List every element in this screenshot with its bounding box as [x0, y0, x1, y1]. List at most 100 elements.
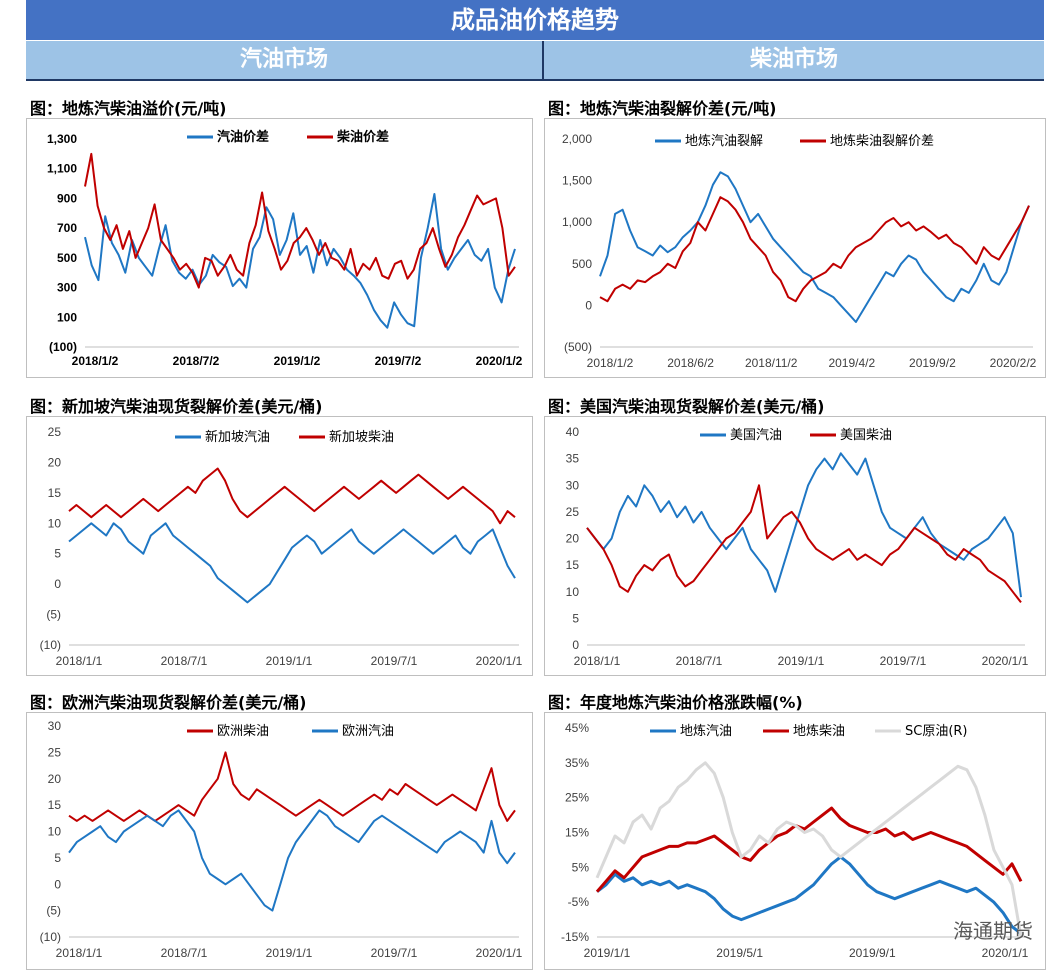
watermark-logo: 海通期货 — [953, 919, 1033, 943]
y-tick-label: 5 — [54, 851, 61, 865]
chart-4-svg: 40 35 30 25 20 15 10 5 0 2018/1/1 2018/7/1 2019/1/1… — [566, 425, 1029, 668]
x-tick-label: 2020/1/1 — [982, 654, 1029, 668]
y-tick-label: 1,300 — [47, 132, 77, 146]
y-tick-label: 15% — [565, 826, 589, 840]
series-line-1 — [68, 522, 516, 604]
y-tick-label: 15 — [48, 486, 62, 500]
y-tick-label: 1,000 — [562, 215, 592, 229]
y-tick-label: 25 — [48, 425, 62, 439]
y-tick-label: 700 — [57, 221, 77, 235]
y-tick-label: 10 — [48, 516, 62, 530]
y-tick-label: (100) — [49, 340, 77, 354]
legend-label: 新加坡汽油 — [205, 429, 270, 445]
chart-panel-5: 30 25 20 15 10 5 0 (5) (10) 2018/1/1 2018/7/1 2019/… — [26, 712, 533, 970]
x-tick-label: 2019/5/1 — [716, 946, 763, 960]
legend-label: SC原油(R) — [905, 724, 968, 739]
x-tick-label: 2020/1/1 — [982, 946, 1029, 960]
header-underline — [26, 79, 1044, 81]
x-tick-label: 2018/1/1 — [56, 946, 103, 960]
y-tick-label: 300 — [57, 281, 77, 295]
y-tick-label: 15 — [566, 558, 580, 572]
x-tick-label: 2018/7/1 — [161, 654, 208, 668]
y-tick-label: 0 — [54, 577, 61, 591]
x-tick-label: 2019/7/1 — [371, 946, 418, 960]
y-tick-label: 1,100 — [47, 162, 77, 176]
chart-panel-6: 45% 35% 25% 15% 5% -5% -15% 2019/1/1 2019/5/1 201… — [544, 712, 1046, 970]
x-tick-label: 2019/1/1 — [584, 946, 631, 960]
y-tick-label: 20 — [48, 772, 62, 786]
legend-label: 地炼汽油 — [680, 724, 732, 739]
chart-title-1: 图：地炼汽柴油溢价(元/吨) — [30, 99, 227, 118]
y-tick-label: 500 — [57, 251, 77, 265]
x-tick-label: 2019/9/2 — [909, 356, 956, 370]
y-tick-label: -15% — [561, 930, 589, 944]
x-tick-label: 2018/1/2 — [587, 356, 634, 370]
y-tick-label: 10 — [48, 825, 62, 839]
x-tick-label: 2019/1/1 — [266, 654, 313, 668]
chart-title-6: 图：年度地炼汽柴油价格涨跌幅(%) — [548, 693, 803, 712]
y-tick-label: 25% — [565, 791, 589, 805]
y-tick-label: 0 — [572, 638, 579, 652]
y-tick-label: 30 — [48, 719, 62, 733]
chart-6-svg: 45% 35% 25% 15% 5% -5% -15% 2019/1/1 2019/5/1 201… — [561, 721, 1029, 960]
x-tick-label: 2018/7/1 — [676, 654, 723, 668]
chart-title-2: 图：地炼汽柴油裂解价差(元/吨) — [548, 99, 777, 118]
y-tick-label: (500) — [564, 340, 592, 354]
y-tick-label: 35% — [565, 756, 589, 770]
x-tick-label: 2018/1/1 — [56, 654, 103, 668]
y-tick-label: 10 — [566, 585, 580, 599]
chart-title-5: 图：欧洲汽柴油现货裂解价差(美元/桶) — [30, 693, 307, 712]
x-tick-label: 2020/1/2 — [476, 354, 523, 368]
x-tick-label: 2019/7/1 — [371, 654, 418, 668]
y-tick-label: (10) — [40, 930, 61, 944]
y-tick-label: 15 — [48, 798, 62, 812]
x-tick-label: 2018/11/2 — [745, 356, 798, 370]
series-line-2 — [586, 484, 1022, 604]
y-tick-label: 35 — [566, 452, 580, 466]
series-line-1 — [68, 751, 516, 822]
y-tick-label: 2,000 — [562, 132, 592, 146]
x-tick-label: 2020/1/1 — [476, 946, 523, 960]
chart-1-svg: 1,300 1,100 900 700 500 300 100 (100)2018/1/2 20… — [47, 129, 523, 368]
legend-label: 地炼汽油裂解 — [685, 134, 763, 149]
legend-label: 汽油价差 — [217, 129, 269, 145]
x-tick-label: 2019/9/1 — [849, 946, 896, 960]
y-tick-label: 25 — [48, 745, 62, 759]
page-banner: 成品油价格趋势 — [26, 0, 1044, 40]
y-tick-label: 25 — [566, 505, 580, 519]
x-tick-label: 2019/4/2 — [828, 356, 875, 370]
y-tick-label: 1,500 — [562, 174, 592, 188]
series-line-1 — [586, 452, 1022, 598]
y-tick-label: 0 — [585, 298, 592, 312]
x-tick-label: 2018/7/2 — [173, 354, 220, 368]
series-line-2 — [595, 806, 1023, 893]
y-tick-label: 900 — [57, 191, 77, 205]
y-tick-label: (10) — [40, 638, 61, 652]
x-tick-label: 2019/1/1 — [266, 946, 313, 960]
series-line-2 — [84, 152, 516, 289]
y-tick-label: -5% — [568, 895, 590, 909]
legend-label: 美国汽油 — [730, 428, 782, 443]
y-tick-label: 45% — [565, 721, 589, 735]
y-tick-label: 500 — [572, 257, 592, 271]
y-tick-label: 5 — [572, 611, 579, 625]
x-tick-label: 2019/1/1 — [778, 654, 825, 668]
y-tick-label: 5 — [54, 547, 61, 561]
x-tick-label: 2020/1/1 — [476, 654, 523, 668]
y-tick-label: 0 — [54, 877, 61, 891]
legend-label: 新加坡柴油 — [329, 429, 394, 445]
series-line-1 — [84, 193, 516, 329]
series-line-3 — [595, 761, 1023, 938]
chart-panel-3: 25 20 15 10 5 0 (5) (10) 2018/1/1 2018/7/1 2019/1/… — [26, 416, 533, 676]
chart-5-svg: 30 25 20 15 10 5 0 (5) (10) 2018/1/1 2018/7/1 2019/… — [40, 719, 523, 960]
chart-panel-1: 1,300 1,100 900 700 500 300 100 (100) 2018/1/2 20… — [26, 118, 533, 378]
chart-panel-2: 2,000 1,500 1,000 500 0 (500) 2018/1/2 2018/6/2… — [544, 118, 1046, 378]
y-tick-label: 40 — [566, 425, 580, 439]
y-tick-label: 30 — [566, 478, 580, 492]
x-tick-label: 2018/1/1 — [574, 654, 621, 668]
series-line-1 — [599, 171, 1030, 323]
x-tick-label: 2018/7/1 — [161, 946, 208, 960]
y-tick-label: 5% — [572, 860, 590, 874]
chart-3-svg: 25 20 15 10 5 0 (5) (10) 2018/1/1 2018/7/1 2019/1/… — [40, 425, 523, 668]
legend-label: 欧洲柴油 — [217, 724, 269, 739]
